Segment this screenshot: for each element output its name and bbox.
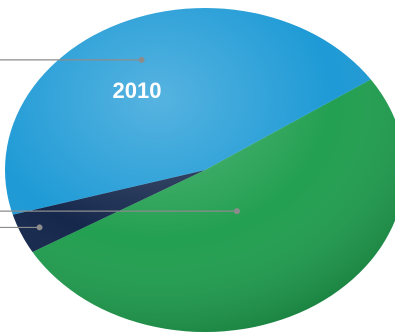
leader-dot-2 (138, 56, 145, 63)
chart-title: 2010 (113, 78, 162, 103)
leader-lines (0, 56, 240, 231)
pie-shading (5, 8, 395, 332)
leader-dot-3 (36, 224, 43, 231)
leader-dot-1 (233, 208, 240, 215)
